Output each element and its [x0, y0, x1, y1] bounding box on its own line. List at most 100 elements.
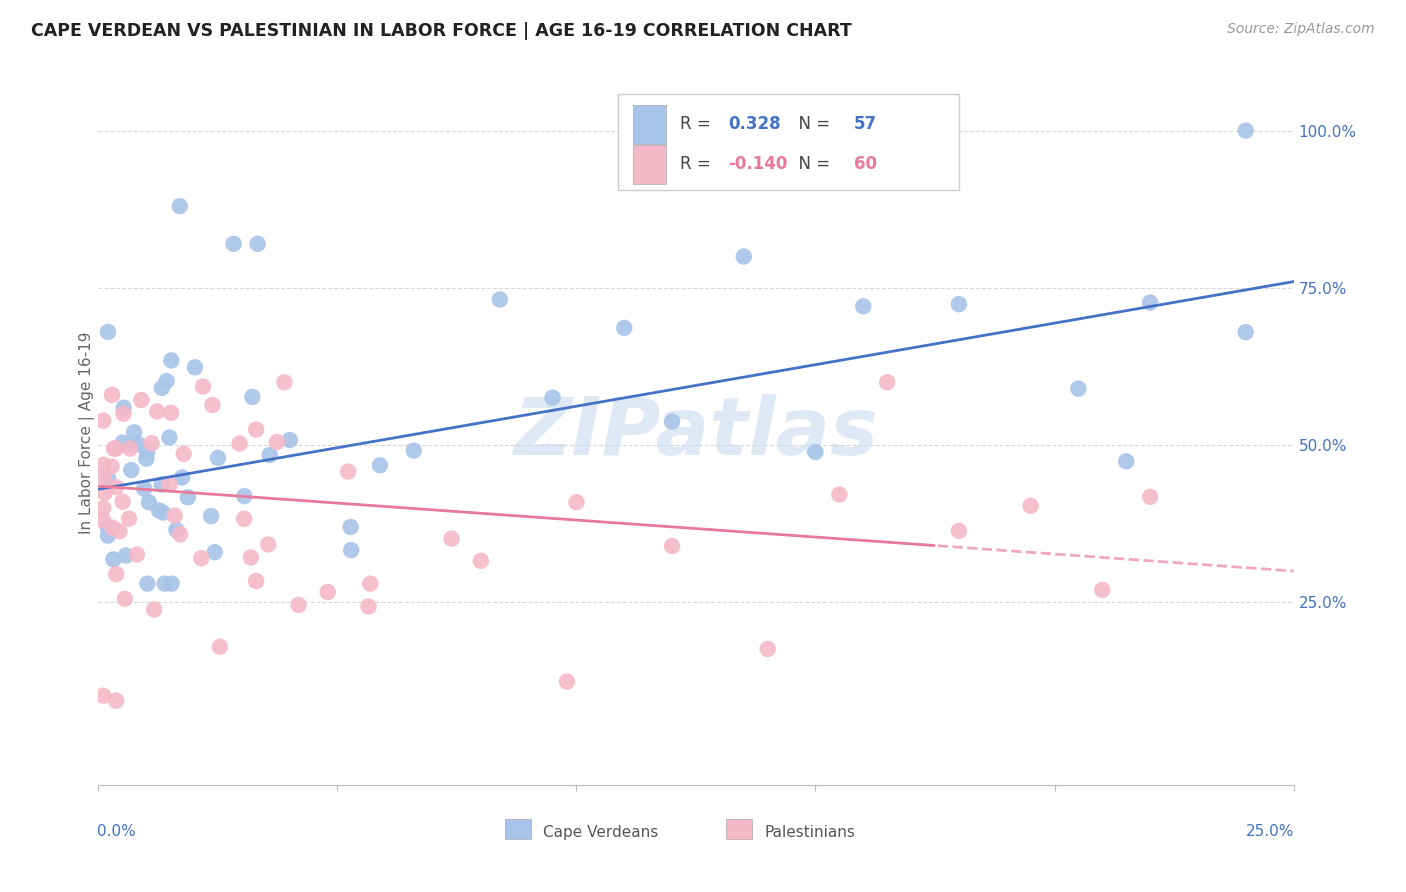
- Point: [222, 236, 245, 251]
- Point: [470, 554, 492, 568]
- Point: [165, 523, 187, 537]
- Point: [91, 470, 114, 484]
- Point: [207, 450, 229, 465]
- Point: [359, 576, 381, 591]
- Point: [278, 433, 301, 447]
- Point: [316, 585, 339, 599]
- Point: [91, 501, 114, 516]
- Point: [340, 543, 363, 558]
- Text: ZIPatlas: ZIPatlas: [513, 393, 879, 472]
- Point: [257, 537, 280, 551]
- Text: 0.328: 0.328: [728, 115, 780, 133]
- Point: [160, 576, 183, 591]
- Point: [122, 425, 145, 440]
- Point: [555, 674, 578, 689]
- Point: [134, 482, 156, 496]
- Point: [173, 447, 195, 461]
- Point: [97, 528, 120, 542]
- Point: [488, 293, 510, 307]
- Point: [118, 442, 141, 456]
- FancyBboxPatch shape: [619, 95, 959, 189]
- Point: [141, 436, 163, 450]
- Point: [440, 532, 463, 546]
- Point: [157, 430, 180, 444]
- Point: [339, 520, 361, 534]
- Point: [273, 376, 295, 390]
- Point: [160, 353, 183, 368]
- Point: [101, 388, 124, 402]
- Point: [104, 442, 127, 456]
- Point: [208, 640, 231, 654]
- Point: [150, 477, 173, 491]
- Point: [233, 512, 256, 526]
- Point: [101, 520, 124, 534]
- Text: -0.140: -0.140: [728, 155, 787, 173]
- Point: [191, 379, 214, 393]
- Point: [828, 487, 851, 501]
- Point: [1139, 295, 1161, 310]
- Text: N =: N =: [787, 155, 835, 173]
- Point: [111, 435, 134, 450]
- Point: [852, 299, 875, 313]
- Point: [169, 199, 191, 213]
- Point: [159, 477, 181, 491]
- Point: [204, 545, 226, 559]
- Point: [170, 470, 193, 484]
- Point: [121, 436, 143, 450]
- Point: [169, 527, 191, 541]
- Text: R =: R =: [681, 155, 717, 173]
- Point: [876, 376, 898, 390]
- Point: [948, 524, 970, 538]
- Point: [1115, 454, 1137, 468]
- Text: 60: 60: [853, 155, 877, 173]
- Point: [190, 551, 212, 566]
- Text: R =: R =: [681, 115, 717, 133]
- Point: [163, 508, 186, 523]
- Point: [103, 552, 125, 566]
- Point: [228, 436, 250, 450]
- Point: [661, 539, 683, 553]
- Point: [97, 521, 120, 535]
- Point: [266, 435, 288, 450]
- Point: [103, 442, 125, 456]
- FancyBboxPatch shape: [505, 820, 531, 839]
- Point: [127, 437, 149, 451]
- Point: [1067, 382, 1090, 396]
- Point: [135, 451, 157, 466]
- Point: [150, 381, 173, 395]
- Point: [184, 360, 207, 375]
- Point: [402, 443, 425, 458]
- Point: [112, 401, 135, 415]
- Point: [97, 472, 120, 486]
- Text: Palestinians: Palestinians: [763, 825, 855, 839]
- Text: Cape Verdeans: Cape Verdeans: [543, 825, 658, 839]
- Point: [287, 598, 309, 612]
- FancyBboxPatch shape: [633, 105, 666, 144]
- Point: [661, 415, 683, 429]
- Point: [160, 406, 183, 420]
- Point: [152, 506, 174, 520]
- Text: Source: ZipAtlas.com: Source: ZipAtlas.com: [1227, 22, 1375, 37]
- Point: [97, 325, 120, 339]
- Point: [337, 465, 360, 479]
- Point: [138, 495, 160, 509]
- Point: [105, 567, 128, 582]
- Point: [146, 404, 169, 418]
- Point: [1234, 123, 1257, 137]
- Point: [93, 486, 115, 500]
- Point: [120, 463, 142, 477]
- Point: [200, 509, 222, 524]
- Point: [114, 591, 136, 606]
- FancyBboxPatch shape: [633, 145, 666, 184]
- Point: [156, 374, 179, 388]
- Point: [201, 398, 224, 412]
- FancyBboxPatch shape: [725, 820, 752, 839]
- Point: [245, 423, 267, 437]
- Point: [756, 642, 779, 657]
- Text: 25.0%: 25.0%: [1246, 823, 1295, 838]
- Point: [91, 458, 114, 472]
- Point: [100, 459, 122, 474]
- Point: [565, 495, 588, 509]
- Point: [143, 602, 166, 616]
- Point: [733, 250, 755, 264]
